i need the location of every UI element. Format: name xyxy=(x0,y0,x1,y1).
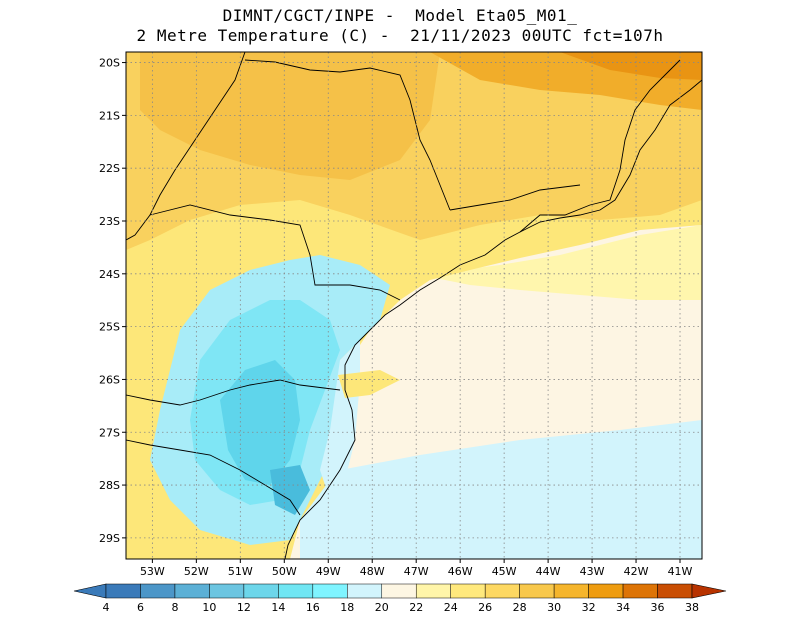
colorbar-label: 10 xyxy=(202,601,216,614)
colorbar-label: 22 xyxy=(409,601,423,614)
colorbar-label: 34 xyxy=(616,601,630,614)
colorbar-label: 32 xyxy=(582,601,596,614)
lat-tick-label: 21S xyxy=(99,109,120,122)
colorbar-swatch xyxy=(622,583,658,599)
colorbar-label: 12 xyxy=(237,601,251,614)
lon-tick-label: 49W xyxy=(316,565,341,578)
state-border-1 xyxy=(126,52,246,241)
lat-tick-label: 28S xyxy=(99,479,120,492)
colorbar-swatch xyxy=(415,583,451,599)
lon-tick-label: 48W xyxy=(360,565,385,578)
map-frame xyxy=(125,51,703,560)
lat-tick-label: 22S xyxy=(99,162,120,175)
state-border-3 xyxy=(149,204,401,301)
state-border-4 xyxy=(126,379,341,406)
colorbar-high-arrow xyxy=(691,583,727,599)
colorbar-label: 24 xyxy=(444,601,458,614)
colorbar-swatch xyxy=(484,583,520,599)
lon-tick-label: 43W xyxy=(580,565,605,578)
lon-tick-label: 44W xyxy=(536,565,561,578)
state-border-6 xyxy=(519,59,681,233)
lat-tick-label: 29S xyxy=(99,532,120,545)
colorbar-label: 6 xyxy=(137,601,144,614)
lon-tick-label: 45W xyxy=(492,565,517,578)
colorbar xyxy=(73,583,727,599)
colorbar-swatch xyxy=(553,583,589,599)
colorbar-swatch xyxy=(657,583,693,599)
colorbar-swatch xyxy=(450,583,486,599)
colorbar-swatch xyxy=(278,583,314,599)
colorbar-label: 30 xyxy=(547,601,561,614)
colorbar-tick-labels: 4 6 8 10 12 14 16 18 20 22 24 26 28 30 32 34 36 38 xyxy=(103,601,700,614)
colorbar-swatch xyxy=(174,583,210,599)
state-border-5 xyxy=(126,439,301,516)
colorbar-label: 16 xyxy=(306,601,320,614)
lat-tick-label: 20S xyxy=(99,57,120,70)
colorbar-swatch xyxy=(519,583,555,599)
lat-tick-label: 24S xyxy=(99,268,120,281)
lon-tick-label: 42W xyxy=(624,565,649,578)
colorbar-label: 18 xyxy=(340,601,354,614)
colorbar-swatch xyxy=(347,583,383,599)
colorbar-swatch xyxy=(243,583,279,599)
coastline xyxy=(284,79,702,559)
lat-tick-label: 25S xyxy=(99,321,120,334)
colorbar-low-arrow xyxy=(73,583,107,599)
colorbar-swatch xyxy=(381,583,417,599)
temperature-field xyxy=(126,52,702,559)
gridlines xyxy=(126,52,702,559)
lon-tick-label: 47W xyxy=(404,565,429,578)
colorbar-label: 26 xyxy=(478,601,492,614)
colorbar-label: 36 xyxy=(651,601,665,614)
longitude-tick-labels: 53W 52W 51W 50W 49W 48W 47W 46W 45W 44W 43W 42W 41W xyxy=(140,559,693,578)
lon-tick-label: 51W xyxy=(228,565,253,578)
lon-tick-label: 53W xyxy=(140,565,165,578)
map-title-line-2: 2 Metre Temperature (C) - 21/11/2023 00U… xyxy=(136,26,664,45)
lon-tick-label: 41W xyxy=(668,565,693,578)
colorbar-swatch xyxy=(105,583,141,599)
lon-tick-label: 50W xyxy=(272,565,297,578)
map-title-line-1: DIMNT/CGCT/INPE - Model Eta05_M01_ xyxy=(222,6,578,25)
lon-tick-label: 46W xyxy=(448,565,473,578)
lat-tick-label: 26S xyxy=(99,373,120,386)
colorbar-label: 14 xyxy=(271,601,285,614)
colorbar-label: 28 xyxy=(513,601,527,614)
colorbar-swatch xyxy=(312,583,348,599)
lat-tick-label: 23S xyxy=(99,215,120,228)
colorbar-swatch xyxy=(209,583,245,599)
lat-tick-label: 27S xyxy=(99,426,120,439)
colorbar-label: 4 xyxy=(103,601,110,614)
colorbar-swatch xyxy=(140,583,176,599)
latitude-tick-labels: 20S 21S 22S 23S 24S 25S 26S 27S 28S 29S xyxy=(99,57,126,545)
state-border-7 xyxy=(449,184,581,211)
lon-tick-label: 52W xyxy=(184,565,209,578)
colorbar-label: 38 xyxy=(685,601,699,614)
colorbar-label: 20 xyxy=(375,601,389,614)
colorbar-label: 8 xyxy=(171,601,178,614)
colorbar-swatch xyxy=(588,583,624,599)
